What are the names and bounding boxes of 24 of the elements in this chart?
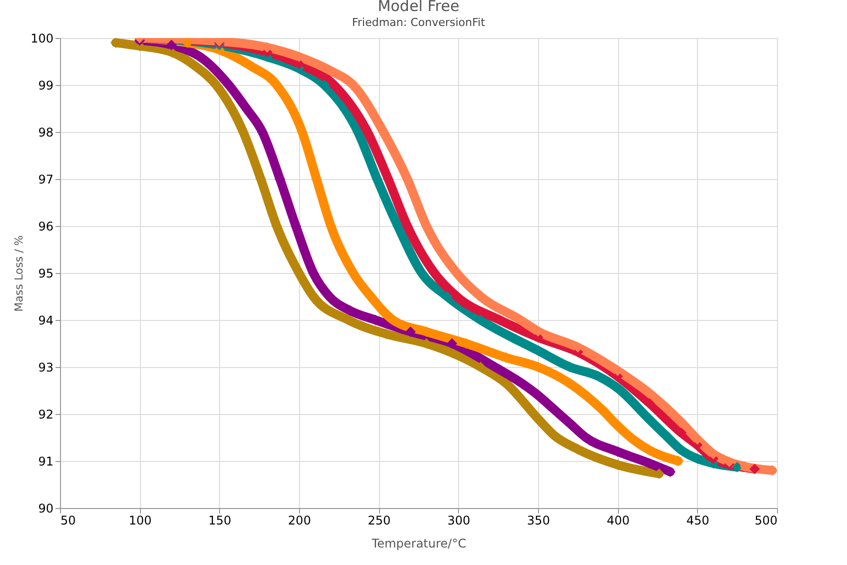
x-tick-label: 150 bbox=[208, 514, 232, 528]
y-tick-label: 100 bbox=[30, 32, 54, 46]
y-axis-title: Mass Loss / % bbox=[12, 235, 26, 312]
x-tick-label: 450 bbox=[686, 514, 710, 528]
x-tick-label: 400 bbox=[606, 514, 630, 528]
y-tick-label: 95 bbox=[38, 266, 54, 280]
chart-subtitle: Friedman: ConversionFit bbox=[352, 16, 486, 29]
y-tick-label: 96 bbox=[38, 220, 54, 234]
y-tick-label: 98 bbox=[38, 126, 54, 140]
x-tick-label: 200 bbox=[288, 514, 311, 528]
y-tick-label: 97 bbox=[38, 172, 54, 186]
x-tick-label: 250 bbox=[368, 514, 391, 528]
x-axis-title: Temperature/°C bbox=[370, 536, 466, 550]
y-tick-label: 92 bbox=[38, 408, 54, 422]
y-tick-label: 91 bbox=[38, 454, 54, 468]
x-tick-label: 100 bbox=[128, 514, 152, 528]
y-tick-label: 90 bbox=[38, 502, 54, 516]
x-tick-label: 300 bbox=[447, 514, 470, 528]
x-tick-label: 500 bbox=[754, 514, 778, 528]
y-tick-label: 93 bbox=[38, 360, 54, 374]
y-tick-label: 94 bbox=[38, 314, 54, 328]
x-tick-label: 50 bbox=[60, 514, 76, 528]
y-tick-label: 99 bbox=[38, 78, 54, 92]
x-tick-label: 350 bbox=[527, 514, 550, 528]
